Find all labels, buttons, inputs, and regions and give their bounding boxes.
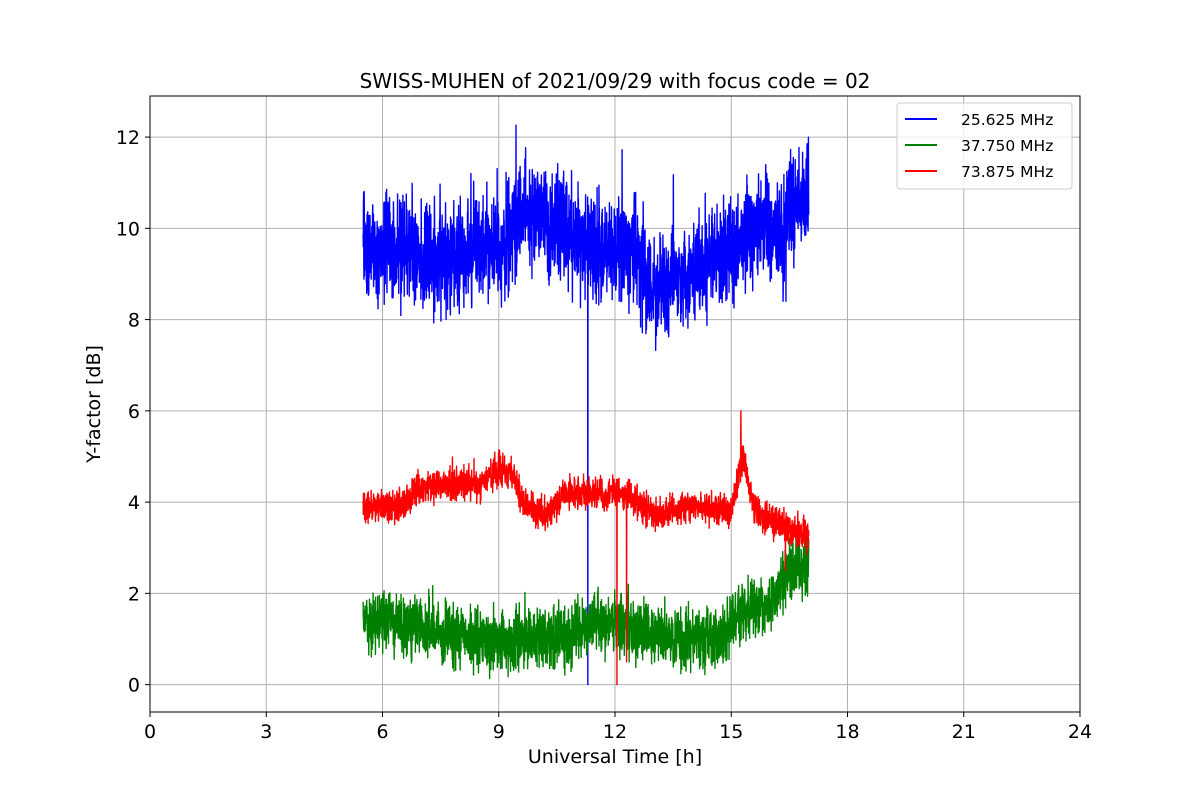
x-tick-label: 24	[1068, 721, 1092, 743]
y-tick-label: 6	[128, 401, 140, 423]
x-axis-label: Universal Time [h]	[528, 746, 702, 768]
x-tick-label: 9	[493, 721, 505, 743]
y-tick-label: 0	[128, 675, 140, 697]
legend-label: 25.625 MHz	[961, 111, 1053, 129]
x-tick-label: 3	[260, 721, 272, 743]
x-tick-label: 21	[952, 721, 976, 743]
chart-title: SWISS-MUHEN of 2021/09/29 with focus cod…	[360, 69, 871, 93]
legend: 25.625 MHz 37.750 MHz 73.875 MHz	[896, 102, 1073, 190]
y-axis-label: Y-factor [dB]	[83, 345, 105, 464]
legend-box	[896, 102, 1073, 190]
y-tick-label: 12	[116, 127, 140, 149]
x-tick-label: 15	[719, 721, 743, 743]
y-tick-label: 10	[116, 218, 140, 240]
series-line-2	[362, 530, 810, 680]
series-line-3	[362, 410, 810, 686]
legend-label: 73.875 MHz	[961, 163, 1053, 181]
x-tick-label: 6	[376, 721, 388, 743]
x-tick-label: 18	[835, 721, 859, 743]
y-tick-label: 4	[128, 492, 140, 514]
y-tick-label: 8	[128, 310, 140, 332]
y-tick-label: 2	[128, 583, 140, 605]
x-tick-label: 12	[603, 721, 627, 743]
series-lines	[362, 124, 810, 686]
series-line-1	[362, 124, 810, 686]
legend-label: 37.750 MHz	[961, 137, 1053, 155]
x-tick-label: 0	[144, 721, 156, 743]
